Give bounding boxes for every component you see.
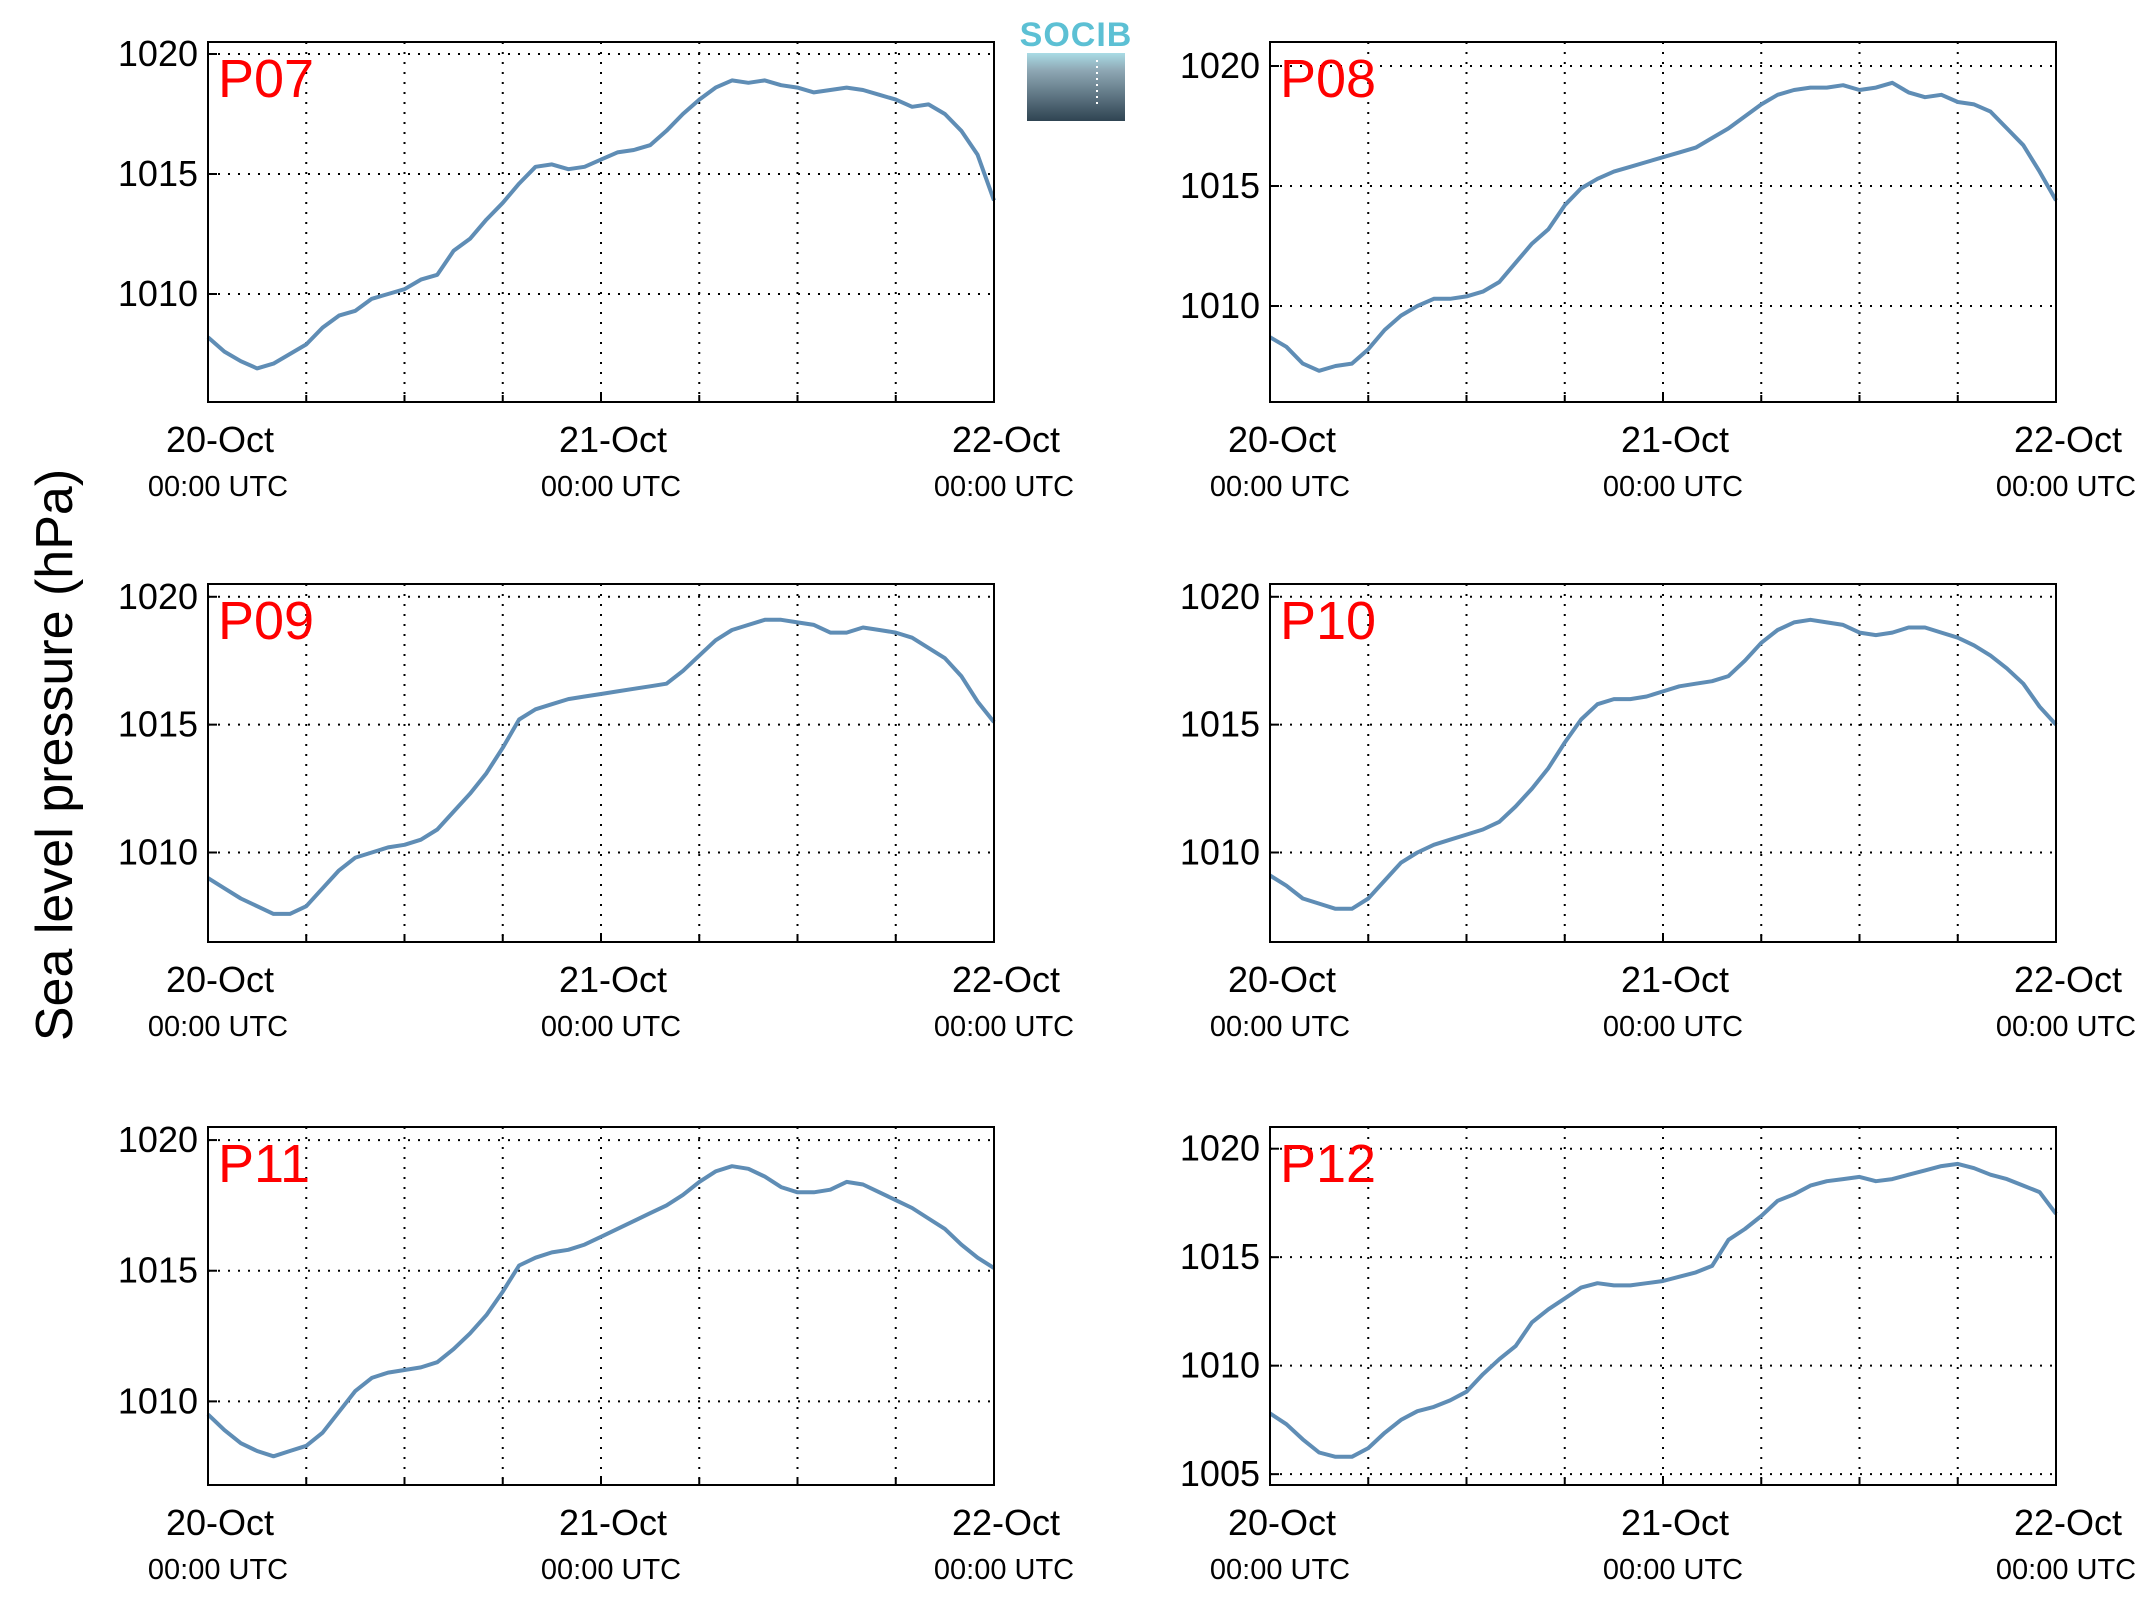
pressure-series-line	[1268, 80, 2058, 373]
chart-panel: 1010 1015 1020 20-Oct 00:00 UTC 21-Oct 00:00 U…	[118, 576, 1074, 1043]
y-tick-label: 1020	[1180, 576, 1260, 617]
x-tick-time-label: 00:00 UTC	[148, 1554, 288, 1586]
y-tick-label: 1015	[1180, 704, 1260, 745]
x-tick-time-label: 00:00 UTC	[1210, 1554, 1350, 1586]
x-tick-time-label: 00:00 UTC	[934, 1011, 1074, 1043]
y-tick-label: 1005	[1180, 1453, 1260, 1494]
socib-logo: SOCIB	[1020, 16, 1133, 121]
x-tick-date-label: 20-Oct	[1228, 959, 1336, 1000]
y-tick-label: 1010	[1180, 832, 1260, 873]
panel-label: P09	[218, 591, 314, 651]
x-tick-date-label: 21-Oct	[1621, 959, 1729, 1000]
y-tick-label: 1015	[1180, 1236, 1260, 1277]
y-tick-label: 1015	[118, 704, 198, 745]
x-tick-date-label: 22-Oct	[2014, 419, 2122, 460]
x-tick-time-label: 00:00 UTC	[934, 471, 1074, 503]
x-tick-time-label: 00:00 UTC	[1996, 1011, 2136, 1043]
x-tick-date-label: 22-Oct	[952, 959, 1060, 1000]
socib-logo-emblem	[1027, 53, 1125, 121]
x-tick-date-label: 20-Oct	[1228, 1502, 1336, 1543]
chart-panel: 1010 1015 1020 20-Oct 00:00 UTC 21-Oct 00:00 U…	[118, 33, 1074, 503]
panel-label: P12	[1280, 1134, 1376, 1194]
x-tick-time-label: 00:00 UTC	[934, 1554, 1074, 1586]
y-tick-label: 1020	[118, 576, 198, 617]
x-tick-time-label: 00:00 UTC	[1210, 1011, 1350, 1043]
panel-label: P07	[218, 49, 314, 109]
x-tick-time-label: 00:00 UTC	[1603, 1554, 1743, 1586]
pressure-series-line	[206, 1164, 996, 1459]
x-tick-time-label: 00:00 UTC	[1996, 471, 2136, 503]
y-tick-label: 1020	[1180, 1128, 1260, 1169]
x-tick-time-label: 00:00 UTC	[1603, 1011, 1743, 1043]
x-tick-time-label: 00:00 UTC	[541, 471, 681, 503]
x-tick-time-label: 00:00 UTC	[148, 471, 288, 503]
y-tick-label: 1010	[118, 832, 198, 873]
pressure-series-line	[206, 78, 996, 371]
y-tick-label: 1010	[1180, 1345, 1260, 1386]
x-tick-date-label: 21-Oct	[559, 419, 667, 460]
x-tick-date-label: 22-Oct	[952, 1502, 1060, 1543]
socib-logo-text: SOCIB	[1020, 16, 1133, 54]
y-axis-label: Sea level pressure (hPa)	[26, 469, 84, 1041]
y-tick-label: 1020	[1180, 45, 1260, 86]
x-tick-date-label: 22-Oct	[2014, 1502, 2122, 1543]
plot-frame	[1269, 583, 2057, 943]
panel-label: P08	[1280, 49, 1376, 109]
panel-label: P10	[1280, 591, 1376, 651]
y-tick-label: 1010	[118, 1380, 198, 1421]
y-tick-label: 1020	[118, 33, 198, 74]
y-tick-label: 1010	[118, 273, 198, 314]
y-tick-label: 1015	[118, 153, 198, 194]
y-tick-label: 1015	[1180, 165, 1260, 206]
x-tick-date-label: 21-Oct	[559, 1502, 667, 1543]
x-tick-date-label: 20-Oct	[1228, 419, 1336, 460]
x-tick-date-label: 21-Oct	[1621, 1502, 1729, 1543]
pressure-series-line	[1268, 617, 2058, 911]
x-tick-date-label: 21-Oct	[1621, 419, 1729, 460]
y-tick-label: 1015	[118, 1250, 198, 1291]
pressure-series-line	[1268, 1161, 2058, 1459]
chart-panel: 1010 1015 1020 20-Oct 00:00 UTC 21-Oct 00:00 U…	[1180, 41, 2136, 503]
x-tick-date-label: 20-Oct	[166, 959, 274, 1000]
chart-panels: 1010 1015 1020 20-Oct 00:00 UTC 21-Oct 00:00 U…	[118, 33, 2136, 1586]
x-tick-time-label: 00:00 UTC	[541, 1011, 681, 1043]
x-tick-date-label: 21-Oct	[559, 959, 667, 1000]
x-tick-date-label: 22-Oct	[952, 419, 1060, 460]
chart-panel: 1010 1015 1020 20-Oct 00:00 UTC 21-Oct 00:00 U…	[1180, 576, 2136, 1043]
chart-panel: 1005 1010 1015 1020 20-Oct 00:00 UTC 21-Oct 00:…	[1180, 1126, 2136, 1586]
x-tick-date-label: 20-Oct	[166, 1502, 274, 1543]
x-tick-time-label: 00:00 UTC	[1996, 1554, 2136, 1586]
pressure-series-line	[206, 617, 996, 916]
x-tick-date-label: 22-Oct	[2014, 959, 2122, 1000]
x-tick-time-label: 00:00 UTC	[1603, 471, 1743, 503]
x-tick-time-label: 00:00 UTC	[541, 1554, 681, 1586]
y-tick-label: 1020	[118, 1119, 198, 1160]
y-tick-label: 1010	[1180, 285, 1260, 326]
x-tick-date-label: 20-Oct	[166, 419, 274, 460]
panel-label: P11	[218, 1134, 310, 1194]
x-tick-time-label: 00:00 UTC	[148, 1011, 288, 1043]
x-tick-time-label: 00:00 UTC	[1210, 471, 1350, 503]
chart-panel: 1010 1015 1020 20-Oct 00:00 UTC 21-Oct 00:00 U…	[118, 1119, 1074, 1586]
plot-frame	[207, 583, 995, 943]
